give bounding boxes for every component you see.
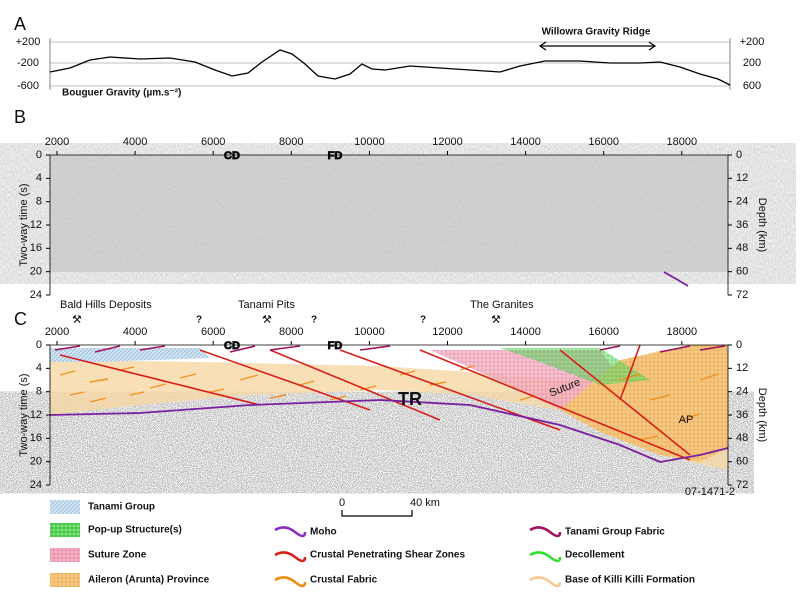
x-tick-label: 8000 [279,136,303,148]
y2-tick-label: 12 [736,172,748,184]
y-axis-title: Two-way time (s) [18,183,30,266]
y-tick-label: 8 [36,196,42,208]
panel-label: A [14,14,26,34]
legend-label: Decollement [565,550,625,561]
y2-tick-label: 0 [736,149,742,161]
figure-id: 07-1471-2 [685,486,735,498]
y2-tick-label: 48 [736,242,748,254]
x-tick-label: 6000 [201,326,225,338]
panel-label: B [14,107,26,127]
question-mark: ? [420,315,426,326]
y2-tick-label: 48 [736,432,748,444]
y-tick-label: 12 [30,219,42,231]
y2-tick-label: 12 [736,362,748,374]
y2-tick-label: 36 [736,409,748,421]
y2-axis-title: Depth (km) [756,388,768,442]
y2-tick-label: 72 [736,479,748,491]
x-tick-label: 6000 [201,136,225,148]
interpretation [49,344,729,485]
y2-tick-label: 24 [736,386,748,398]
svg-text:⚒: ⚒ [262,314,272,326]
x-tick-label: 16000 [588,326,619,338]
y-tick-label: 24 [30,289,42,301]
scale-start: 0 [339,497,345,509]
region-label: TR [398,389,422,409]
question-mark: ? [311,315,317,326]
legend-label: Suture Zone [88,550,147,561]
x-tick-label: 18000 [667,136,698,148]
y-tick-label: 16 [30,242,42,254]
x-tick-label: 2000 [45,326,69,338]
y2-tick-label: 24 [736,196,748,208]
y-tick-label: -200 [17,57,39,69]
x-tick-label: 10000 [354,326,385,338]
x-tick-label: 18000 [667,326,698,338]
y2-tick-label: 200 [743,57,761,69]
y-tick-label: 24 [30,479,42,491]
y2-tick-label: 72 [736,289,748,301]
y-tick-label: 20 [30,456,42,468]
moho-trace [663,271,689,287]
x-tick-label: 12000 [432,136,463,148]
legend-label: Tanami Group Fabric [565,527,665,538]
y-tick-label: 20 [30,266,42,278]
y-tick-label: 4 [36,172,42,184]
fault-marker: CD [224,340,240,352]
legend-label: Base of Killi Killi Formation [565,575,695,586]
svg-text:⚒: ⚒ [491,314,501,326]
y-axis-title: Two-way time (s) [18,373,30,456]
y2-tick-label: 36 [736,219,748,231]
legend-label: Crustal Penetrating Shear Zones [310,550,465,561]
x-tick-label: 4000 [123,136,147,148]
region-label: AP [679,414,694,426]
y-tick-label: 8 [36,386,42,398]
y-tick-label: 0 [36,149,42,161]
x-tick-label: 16000 [588,136,619,148]
y2-tick-label: 0 [736,339,742,351]
x-tick-label: 4000 [123,326,147,338]
x-tick-label: 8000 [279,326,303,338]
y-tick-label: 16 [30,432,42,444]
annotation: Willowra Gravity Ridge [542,27,651,38]
site-label: Bald Hills Deposits [60,299,152,311]
x-tick-label: 12000 [432,326,463,338]
y2-axis-title: Depth (km) [756,198,768,252]
legend [50,500,562,588]
seismic-image [50,155,728,272]
y2-tick-label: 600 [743,80,761,92]
y2-tick-label: +200 [740,36,765,48]
legend-label: Tanami Group [88,502,155,513]
x-tick-label: 10000 [354,136,385,148]
fault-marker: CD [224,150,240,162]
y-tick-label: +200 [16,36,41,48]
site-label: Tanami Pits [238,299,295,311]
y-tick-label: 0 [36,339,42,351]
svg-text:⚒: ⚒ [72,314,82,326]
scale-bar [341,510,413,517]
fault-marker: FD [328,150,343,162]
site-label: The Granites [470,299,534,311]
legend-label: Moho [310,527,337,538]
y-tick-label: 4 [36,362,42,374]
question-mark: ? [196,315,202,326]
y2-tick-label: 60 [736,456,748,468]
fault-marker: FD [328,340,343,352]
x-tick-label: 14000 [510,136,541,148]
arrow [538,41,657,51]
mine-symbols: ⚒ ⚒ ⚒ [72,314,501,326]
scale-end: 40 km [410,497,440,509]
y-tick-label: 12 [30,409,42,421]
legend-label: Crustal Fabric [310,575,378,586]
y-tick-label: -600 [17,80,39,92]
x-tick-label: 14000 [510,326,541,338]
y2-tick-label: 60 [736,266,748,278]
legend-label: Aileron (Arunta) Province [88,575,210,586]
legend-label: Pop-up Structure(s) [88,525,182,536]
axis-title: Bouguer Gravity (µm.s⁻²) [62,88,181,99]
gravity-curve [49,49,731,86]
panel-label: C [14,309,27,329]
x-tick-label: 2000 [45,136,69,148]
